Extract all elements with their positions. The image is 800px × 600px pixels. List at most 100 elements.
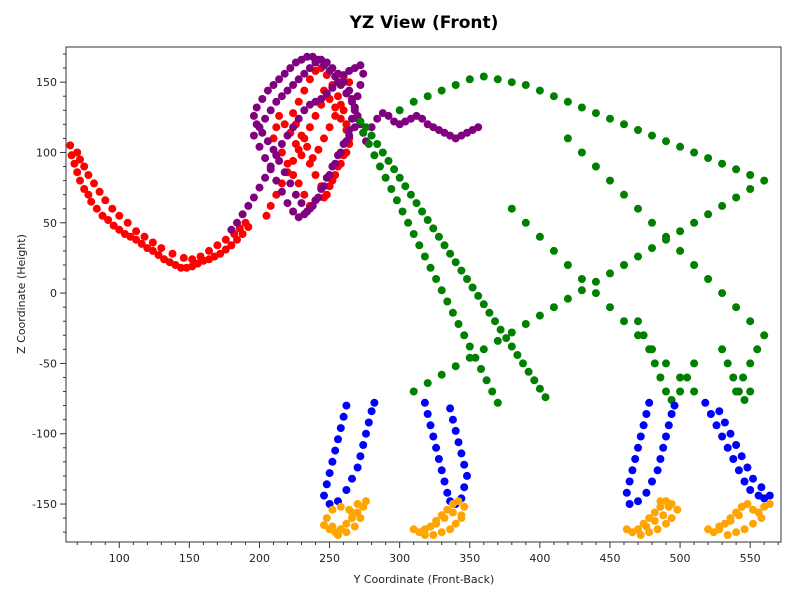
data-point-2-95 xyxy=(620,261,628,269)
data-point-0-126 xyxy=(336,114,345,123)
data-point-3-62 xyxy=(712,421,721,430)
data-point-0-48 xyxy=(148,238,157,247)
data-point-3-35 xyxy=(457,449,466,458)
data-point-1-103 xyxy=(345,86,354,95)
data-point-3-3 xyxy=(334,435,342,444)
data-point-1-48 xyxy=(252,103,261,112)
data-point-3-52 xyxy=(648,477,656,486)
data-point-1-73 xyxy=(322,173,331,182)
data-point-2-96 xyxy=(606,269,614,278)
data-point-2-4 xyxy=(378,148,387,157)
data-point-3-17 xyxy=(364,418,373,427)
data-point-1-11 xyxy=(289,123,298,132)
data-point-2-60 xyxy=(409,97,418,106)
data-point-0-60 xyxy=(262,211,271,220)
data-point-2-116 xyxy=(634,204,642,213)
data-point-3-77 xyxy=(726,429,735,438)
data-point-2-5 xyxy=(384,156,393,165)
data-point-3-48 xyxy=(622,488,631,497)
data-point-2-141 xyxy=(723,359,732,368)
data-point-1-16 xyxy=(317,95,326,103)
data-point-1-93 xyxy=(289,81,298,89)
data-point-3-34 xyxy=(460,460,469,469)
data-point-3-14 xyxy=(356,452,365,461)
data-point-3-12 xyxy=(348,474,356,483)
data-point-3-51 xyxy=(642,488,651,497)
data-point-3-40 xyxy=(645,398,654,407)
x-tick-label: 150 xyxy=(179,552,200,565)
data-point-2-33 xyxy=(541,393,550,402)
data-point-4-38 xyxy=(448,508,457,517)
data-point-2-68 xyxy=(521,81,530,89)
data-point-1-47 xyxy=(249,111,258,120)
data-point-3-64 xyxy=(723,443,732,452)
data-point-3-4 xyxy=(331,446,340,455)
data-point-4-55 xyxy=(642,522,651,531)
data-point-2-19 xyxy=(463,275,471,283)
data-point-1-87 xyxy=(255,123,264,132)
data-point-2-71 xyxy=(563,97,572,106)
data-point-2-50 xyxy=(404,218,413,227)
data-point-1-9 xyxy=(277,140,286,148)
data-point-0-36 xyxy=(73,148,82,157)
x-axis: 100 150 200 250 300 350 400 450 500 550 xyxy=(76,542,779,565)
data-point-3-60 xyxy=(701,398,710,407)
data-point-0-52 xyxy=(188,255,197,264)
data-point-3-68 xyxy=(746,486,755,494)
data-point-3-46 xyxy=(628,466,637,475)
data-point-0-110 xyxy=(275,111,284,120)
data-point-0-117 xyxy=(300,190,309,199)
data-point-4-18 xyxy=(353,500,362,508)
data-point-4-58 xyxy=(664,502,673,511)
data-point-0-6 xyxy=(84,190,93,199)
data-point-2-8 xyxy=(401,182,410,191)
data-point-1-78 xyxy=(294,213,303,222)
data-point-4-4 xyxy=(342,519,351,528)
data-point-2-76 xyxy=(634,126,642,134)
data-point-4-57 xyxy=(659,511,668,520)
data-point-2-56 xyxy=(370,151,379,160)
data-point-2-110 xyxy=(409,387,418,396)
data-point-4-28 xyxy=(454,497,463,506)
data-point-2-52 xyxy=(392,196,401,205)
data-point-0-80 xyxy=(320,134,328,143)
data-point-2-69 xyxy=(535,86,544,95)
data-point-0-59 xyxy=(241,218,250,227)
data-point-1-2 xyxy=(238,210,247,219)
data-point-1-96 xyxy=(305,64,314,73)
data-point-0-105 xyxy=(305,159,314,168)
data-point-2-62 xyxy=(437,86,446,95)
data-point-1-86 xyxy=(249,131,258,140)
data-point-1-4 xyxy=(249,193,258,202)
data-point-1-49 xyxy=(258,95,267,103)
data-point-1-70 xyxy=(339,140,348,148)
data-point-0-8 xyxy=(92,204,101,213)
data-point-2-125 xyxy=(760,331,769,340)
data-point-0-12 xyxy=(115,225,124,234)
data-point-2-57 xyxy=(364,140,373,148)
data-point-2-74 xyxy=(606,114,614,123)
data-point-2-98 xyxy=(577,286,586,295)
data-point-2-157 xyxy=(662,359,670,368)
data-point-2-73 xyxy=(591,109,600,118)
data-point-4-51 xyxy=(662,519,670,528)
data-point-2-44 xyxy=(437,286,446,295)
data-point-3-74 xyxy=(743,463,752,472)
data-point-2-81 xyxy=(704,154,713,163)
data-point-0-44 xyxy=(115,211,124,220)
data-point-0-107 xyxy=(291,140,300,148)
data-point-3-15 xyxy=(359,441,368,449)
data-point-0-32 xyxy=(227,241,236,250)
data-point-2-22 xyxy=(479,300,488,309)
data-point-2-14 xyxy=(434,232,443,241)
y-tick-label: 100 xyxy=(36,146,57,159)
data-point-2-59 xyxy=(395,106,404,115)
data-point-1-85 xyxy=(255,142,264,151)
data-point-4-36 xyxy=(432,519,441,528)
data-point-4-19 xyxy=(348,508,356,517)
data-point-0-50 xyxy=(168,249,177,258)
data-point-0-54 xyxy=(205,246,213,255)
data-point-1-111 xyxy=(373,114,382,123)
data-point-3-24 xyxy=(432,443,441,452)
data-point-2-40 xyxy=(460,331,469,340)
